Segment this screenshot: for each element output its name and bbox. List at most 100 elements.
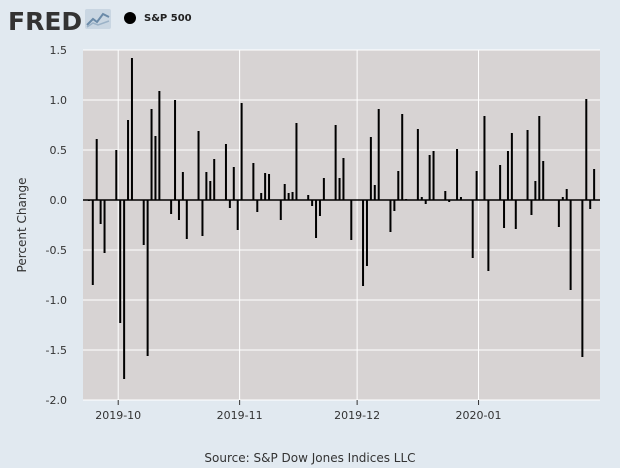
bar[interactable]	[557, 200, 560, 227]
bar[interactable]	[581, 200, 584, 357]
bar[interactable]	[99, 200, 102, 224]
bar[interactable]	[95, 139, 98, 200]
bar[interactable]	[416, 129, 419, 200]
bar[interactable]	[142, 200, 145, 245]
bar[interactable]	[174, 100, 177, 200]
bar[interactable]	[158, 91, 161, 200]
bar[interactable]	[322, 178, 325, 200]
bar[interactable]	[240, 103, 243, 200]
bar[interactable]	[448, 200, 451, 202]
bar[interactable]	[311, 200, 314, 206]
bar[interactable]	[150, 109, 153, 200]
bar[interactable]	[338, 178, 341, 200]
bar[interactable]	[177, 200, 180, 220]
bar[interactable]	[456, 149, 459, 200]
bar[interactable]	[87, 200, 90, 201]
bar[interactable]	[444, 191, 447, 200]
bar[interactable]	[514, 200, 517, 229]
bar[interactable]	[119, 200, 122, 323]
bar[interactable]	[377, 109, 380, 200]
bar[interactable]	[236, 200, 239, 230]
bar[interactable]	[224, 144, 227, 200]
bar[interactable]	[170, 200, 173, 214]
source-note: Source: S&P Dow Jones Indices LLC	[204, 451, 416, 465]
bar[interactable]	[185, 200, 188, 239]
bar[interactable]	[256, 200, 259, 212]
bar[interactable]	[428, 155, 431, 200]
y-tick-label: -0.5	[46, 244, 67, 257]
bar[interactable]	[146, 200, 149, 356]
bar[interactable]	[342, 158, 345, 200]
bar[interactable]	[401, 114, 404, 200]
bar[interactable]	[279, 200, 282, 220]
bar[interactable]	[471, 200, 474, 258]
bar[interactable]	[499, 165, 502, 200]
bar[interactable]	[264, 173, 267, 200]
y-tick-label: 1.0	[50, 94, 68, 107]
bar[interactable]	[393, 200, 396, 211]
bar[interactable]	[483, 116, 486, 200]
bar[interactable]	[115, 150, 118, 200]
bar[interactable]	[534, 181, 537, 200]
bar[interactable]	[334, 125, 337, 200]
bar[interactable]	[362, 200, 365, 286]
bar[interactable]	[405, 199, 408, 200]
bar[interactable]	[424, 200, 427, 204]
bar[interactable]	[287, 193, 290, 200]
bar[interactable]	[283, 184, 286, 200]
bar[interactable]	[475, 171, 478, 200]
legend-marker	[124, 12, 136, 24]
bar[interactable]	[181, 172, 184, 200]
bar[interactable]	[103, 200, 106, 253]
bar[interactable]	[526, 130, 529, 200]
bar[interactable]	[561, 197, 564, 200]
bar[interactable]	[459, 197, 462, 200]
bar[interactable]	[585, 99, 588, 200]
bar[interactable]	[307, 195, 310, 200]
bar[interactable]	[506, 151, 509, 200]
bar[interactable]	[209, 181, 212, 200]
bar[interactable]	[510, 133, 513, 200]
bar[interactable]	[420, 197, 423, 200]
fred-logo[interactable]: FRED	[8, 6, 112, 36]
bar[interactable]	[397, 171, 400, 200]
bar[interactable]	[91, 200, 94, 285]
bar[interactable]	[123, 200, 126, 379]
bar[interactable]	[318, 200, 321, 216]
bar[interactable]	[373, 185, 376, 200]
bar[interactable]	[260, 193, 263, 200]
bar[interactable]	[432, 151, 435, 200]
bar[interactable]	[127, 120, 130, 200]
bar[interactable]	[197, 131, 200, 200]
bar[interactable]	[369, 137, 372, 200]
bar[interactable]	[530, 200, 533, 215]
bar[interactable]	[291, 192, 294, 200]
bar[interactable]	[154, 136, 157, 200]
bar[interactable]	[589, 200, 592, 209]
bar[interactable]	[268, 174, 271, 200]
bar[interactable]	[593, 169, 596, 200]
x-axis-ticks: 2019-10 2019-11 2019-12 2020-01	[95, 400, 502, 422]
bar[interactable]	[487, 200, 490, 271]
bar[interactable]	[350, 200, 353, 240]
bar[interactable]	[538, 116, 541, 200]
bar[interactable]	[503, 200, 506, 228]
y-tick-label: -2.0	[46, 394, 67, 407]
bar[interactable]	[228, 200, 231, 208]
bar[interactable]	[201, 200, 204, 236]
bar[interactable]	[569, 200, 572, 290]
bar[interactable]	[542, 161, 545, 200]
bar[interactable]	[565, 189, 568, 200]
bar[interactable]	[295, 123, 298, 200]
bar[interactable]	[315, 200, 318, 238]
bar[interactable]	[252, 163, 255, 200]
legend-series-label: S&P 500	[144, 12, 192, 24]
bar[interactable]	[389, 200, 392, 232]
bar[interactable]	[213, 159, 216, 200]
bar[interactable]	[232, 167, 235, 200]
bar[interactable]	[365, 200, 368, 266]
x-tick-label: 2019-10	[95, 409, 141, 422]
bar[interactable]	[130, 58, 133, 200]
bar[interactable]	[205, 172, 208, 200]
